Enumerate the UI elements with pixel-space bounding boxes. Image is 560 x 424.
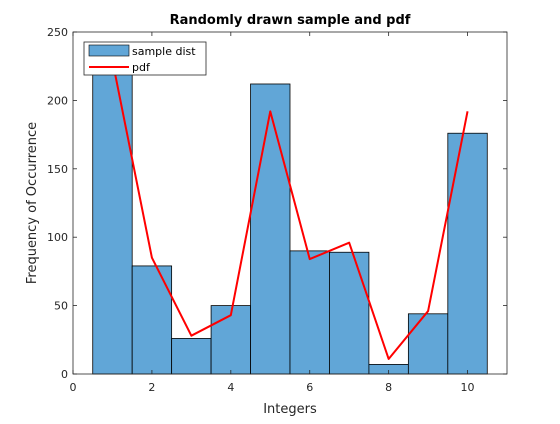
legend: sample dist pdf	[83, 41, 207, 76]
y-axis-label: Frequency of Occurrence	[25, 122, 40, 284]
histogram-bar	[250, 83, 291, 375]
x-tick-label: 2	[148, 381, 155, 394]
x-tick-label: 0	[70, 381, 77, 394]
histogram-bar	[447, 132, 488, 375]
legend-label-pdf: pdf	[132, 61, 151, 74]
y-tick-label: 150	[47, 163, 68, 176]
histogram-bar	[407, 313, 449, 375]
x-axis-label: Integers	[263, 402, 317, 417]
pdf-line	[111, 60, 469, 360]
histogram-bar	[329, 251, 370, 375]
x-tick-label: 4	[227, 381, 234, 394]
y-tick-label: 200	[47, 94, 68, 107]
histogram-bar	[171, 338, 212, 375]
y-tick-label: 50	[54, 300, 68, 313]
x-tick-label: 6	[306, 381, 313, 394]
legend-swatch-sample-dist	[88, 44, 130, 57]
y-tick-label: 0	[61, 368, 68, 381]
x-tick-label: 10	[461, 381, 475, 394]
histogram-bar	[92, 64, 133, 375]
histogram-bar	[289, 250, 330, 375]
y-tick-label: 100	[47, 231, 68, 244]
y-tick-label: 250	[47, 26, 68, 39]
histogram-bar	[210, 305, 251, 375]
histogram-bar	[131, 265, 173, 375]
x-tick-label: 8	[385, 381, 392, 394]
chart-title: Randomly drawn sample and pdf	[170, 13, 411, 28]
axes-box	[72, 31, 508, 375]
legend-label-sample-dist: sample dist	[132, 45, 196, 58]
